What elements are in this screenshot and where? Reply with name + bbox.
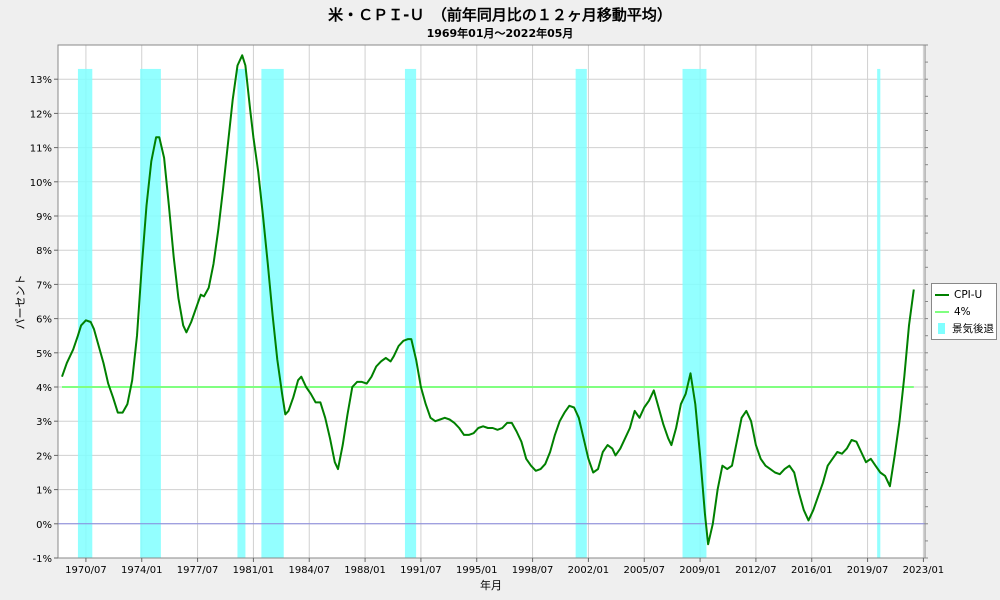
- y-tick-label: 4%: [36, 383, 52, 394]
- recession-band: [682, 68, 707, 558]
- legend-label-cpi: CPI-U: [954, 288, 983, 301]
- legend-swatch-cpi: [935, 293, 949, 296]
- x-tick-label: 1991/07: [400, 565, 442, 576]
- legend-item-4pct: 4%: [935, 303, 993, 320]
- x-tick-label: 1995/01: [456, 565, 498, 576]
- legend-label-recession: 景気後退: [952, 323, 994, 335]
- x-tick-label: 2005/07: [623, 565, 665, 576]
- y-tick-label: 5%: [36, 349, 52, 360]
- y-tick-label: 10%: [30, 178, 52, 189]
- y-tick-label: 2%: [36, 451, 52, 462]
- x-tick-label: 1988/01: [344, 565, 386, 576]
- y-tick-label: 7%: [36, 280, 52, 291]
- recession-band: [237, 68, 246, 558]
- x-tick-label: 2016/01: [791, 565, 833, 576]
- y-tick-label: 6%: [36, 315, 52, 326]
- y-tick-label: 12%: [30, 109, 52, 120]
- x-axis-ticks: 1970/07 1974/01 1977/07 1981/01 1984/07 1988/…: [65, 558, 944, 576]
- y-tick-label: 1%: [36, 486, 52, 497]
- y-tick-label: -1%: [33, 554, 52, 565]
- x-tick-label: 2012/07: [735, 565, 777, 576]
- legend-swatch-4pct: [935, 310, 949, 313]
- x-tick-label: 1977/07: [177, 565, 219, 576]
- series-line-cpi: [61, 54, 915, 546]
- x-tick-label: 2023/01: [903, 565, 945, 576]
- x-tick-label: 1974/01: [121, 565, 163, 576]
- x-tick-label: 1970/07: [65, 565, 107, 576]
- legend: CPI-U 4% 景気後退: [931, 283, 997, 340]
- plot-background: [58, 45, 925, 558]
- legend-swatch-recession: [938, 323, 945, 334]
- recession-bands: [77, 68, 881, 558]
- y-tick-label: 13%: [30, 75, 52, 86]
- y-tick-label: 8%: [36, 246, 52, 257]
- reference-lines: [58, 386, 925, 525]
- x-axis-label: 年月: [480, 578, 502, 592]
- x-tick-label: 2019/07: [847, 565, 889, 576]
- chart-title: 米・ＣＰＩ-Ｕ （前年同月比の１２ヶ月移動平均）: [328, 6, 672, 24]
- recession-band: [575, 68, 587, 558]
- x-tick-label: 1984/07: [288, 565, 330, 576]
- chart-subtitle: 1969年01月～2022年05月: [426, 27, 574, 40]
- y-tick-label: 3%: [36, 417, 52, 428]
- recession-band: [877, 68, 881, 558]
- recession-band: [404, 68, 417, 558]
- x-tick-label: 2009/01: [679, 565, 721, 576]
- series-lines: [61, 54, 915, 546]
- legend-item-recession: 景気後退: [935, 320, 994, 337]
- y-axis-ticks: -1% 0% 1% 2% 3% 4% 5% 6% 7% 8% 9% 10% 11% 12% 13%: [30, 44, 928, 565]
- x-tick-label: 1998/07: [512, 565, 554, 576]
- x-tick-label: 2002/01: [568, 565, 610, 576]
- legend-item-cpi: CPI-U: [935, 286, 993, 303]
- x-tick-label: 1981/01: [233, 565, 275, 576]
- legend-label-4pct: 4%: [954, 305, 971, 318]
- recession-band: [77, 68, 93, 558]
- y-tick-label: 0%: [36, 520, 52, 531]
- y-axis-label: パーセント: [14, 275, 27, 330]
- y-tick-label: 11%: [30, 144, 52, 155]
- recession-band: [140, 68, 161, 558]
- y-tick-label: 9%: [36, 212, 52, 223]
